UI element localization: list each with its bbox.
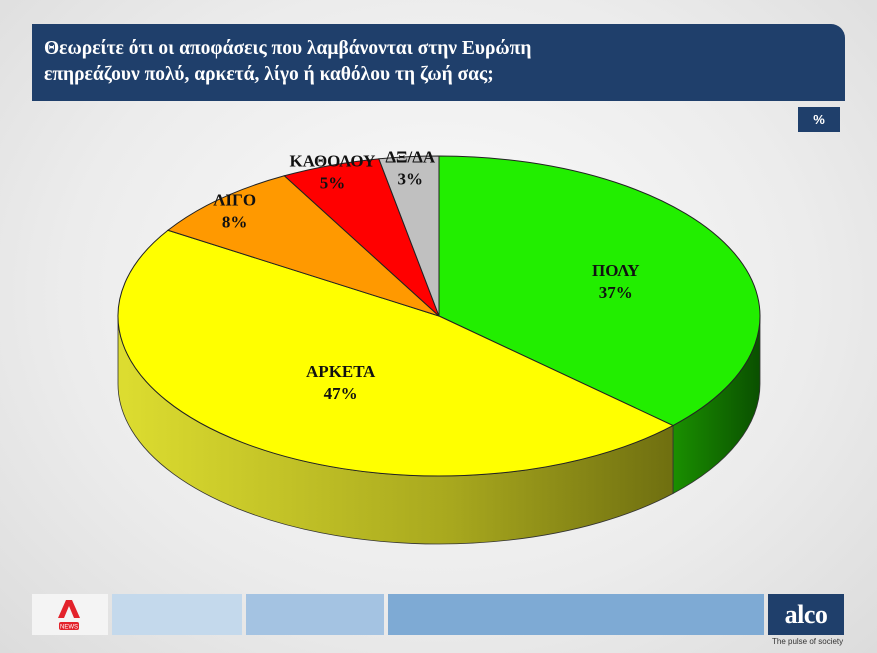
alco-logo: alco (768, 594, 844, 635)
title-bar: Θεωρείτε ότι οι αποφάσεις που λαμβάνοντα… (32, 24, 845, 101)
slice-category-label: ΔΞ/ΔΑ (385, 148, 436, 167)
alco-tagline: The pulse of society (772, 637, 844, 646)
unit-badge: % (798, 107, 840, 132)
pie-slice-λιγο (166, 175, 440, 317)
footer-strip (246, 594, 384, 635)
alpha-news-logo-text: NEWS (60, 625, 78, 631)
pie-slice-αρκετα (117, 229, 675, 477)
slice-value-label: 5% (320, 173, 346, 192)
slice-value-label: 47% (324, 384, 358, 403)
chart-title: Θεωρείτε ότι οι αποφάσεις που λαμβάνοντα… (44, 36, 804, 88)
slice-category-label: ΑΡΚΕΤΑ (306, 362, 376, 381)
slice-category-label: ΛΙΓΟ (213, 191, 256, 210)
title-line-1: Θεωρείτε ότι οι αποφάσεις που λαμβάνοντα… (44, 38, 532, 59)
slice-category-label: ΠΟΛΥ (592, 261, 640, 280)
footer-strip (388, 594, 764, 635)
footer-strip (112, 594, 242, 635)
pie-slice-πολυ (438, 155, 761, 427)
title-line-2: επηρεάζουν πολύ, αρκετά, λίγο ή καθόλου … (44, 64, 494, 85)
slice-category-label: ΚΑΘΟΛΟΥ (289, 151, 375, 170)
alpha-news-logo: NEWS (58, 600, 80, 631)
slice-value-label: 8% (222, 213, 248, 232)
slice-value-label: 3% (398, 170, 424, 189)
slice-value-label: 37% (599, 283, 633, 302)
pie-slice-δξ-δα (378, 155, 440, 317)
